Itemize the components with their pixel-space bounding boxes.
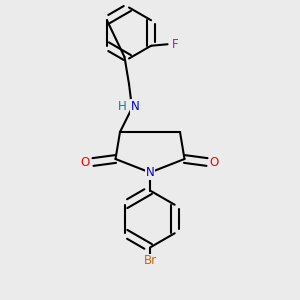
Text: Br: Br bbox=[143, 254, 157, 268]
Text: N: N bbox=[146, 166, 154, 179]
Text: F: F bbox=[172, 38, 178, 51]
Text: O: O bbox=[81, 155, 90, 169]
Text: O: O bbox=[210, 155, 219, 169]
Text: N: N bbox=[130, 100, 140, 113]
Text: H: H bbox=[118, 100, 127, 113]
